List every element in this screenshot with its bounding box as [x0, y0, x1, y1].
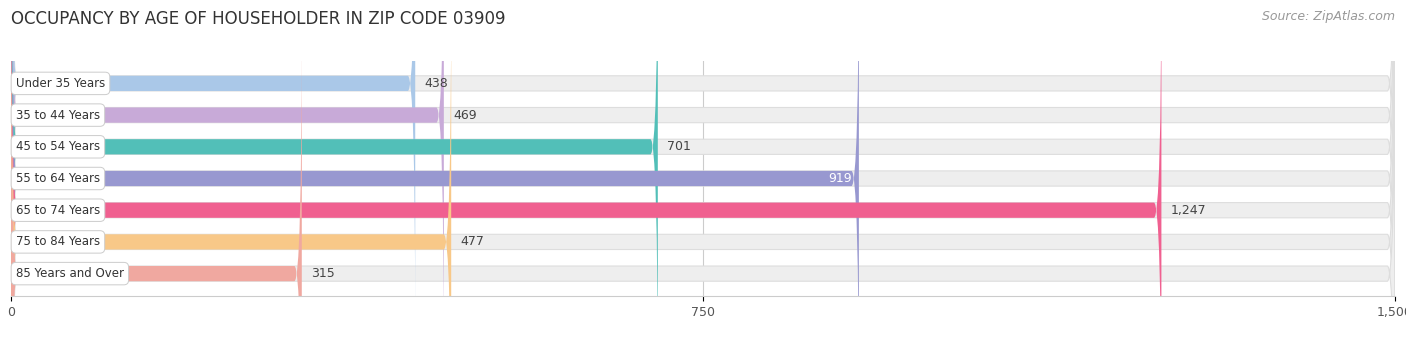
FancyBboxPatch shape	[11, 0, 1395, 340]
Text: 469: 469	[453, 108, 477, 122]
FancyBboxPatch shape	[11, 0, 1161, 340]
FancyBboxPatch shape	[11, 0, 1395, 329]
Text: 477: 477	[460, 235, 484, 249]
FancyBboxPatch shape	[11, 0, 1395, 340]
FancyBboxPatch shape	[11, 0, 1395, 340]
FancyBboxPatch shape	[11, 0, 415, 329]
FancyBboxPatch shape	[11, 0, 859, 340]
FancyBboxPatch shape	[11, 0, 444, 340]
FancyBboxPatch shape	[11, 0, 1395, 340]
FancyBboxPatch shape	[11, 0, 451, 340]
Text: 919: 919	[828, 172, 852, 185]
Text: 701: 701	[666, 140, 690, 153]
Text: Under 35 Years: Under 35 Years	[15, 77, 105, 90]
Text: 55 to 64 Years: 55 to 64 Years	[15, 172, 100, 185]
FancyBboxPatch shape	[11, 28, 302, 340]
Text: 35 to 44 Years: 35 to 44 Years	[15, 108, 100, 122]
Text: 85 Years and Over: 85 Years and Over	[15, 267, 124, 280]
FancyBboxPatch shape	[11, 0, 658, 340]
Text: Source: ZipAtlas.com: Source: ZipAtlas.com	[1261, 10, 1395, 23]
Text: 438: 438	[425, 77, 449, 90]
Text: 65 to 74 Years: 65 to 74 Years	[15, 204, 100, 217]
FancyBboxPatch shape	[11, 0, 1395, 340]
Text: 45 to 54 Years: 45 to 54 Years	[15, 140, 100, 153]
Text: 75 to 84 Years: 75 to 84 Years	[15, 235, 100, 249]
Text: OCCUPANCY BY AGE OF HOUSEHOLDER IN ZIP CODE 03909: OCCUPANCY BY AGE OF HOUSEHOLDER IN ZIP C…	[11, 10, 506, 28]
Text: 315: 315	[311, 267, 335, 280]
Text: 1,247: 1,247	[1171, 204, 1206, 217]
FancyBboxPatch shape	[11, 28, 1395, 340]
